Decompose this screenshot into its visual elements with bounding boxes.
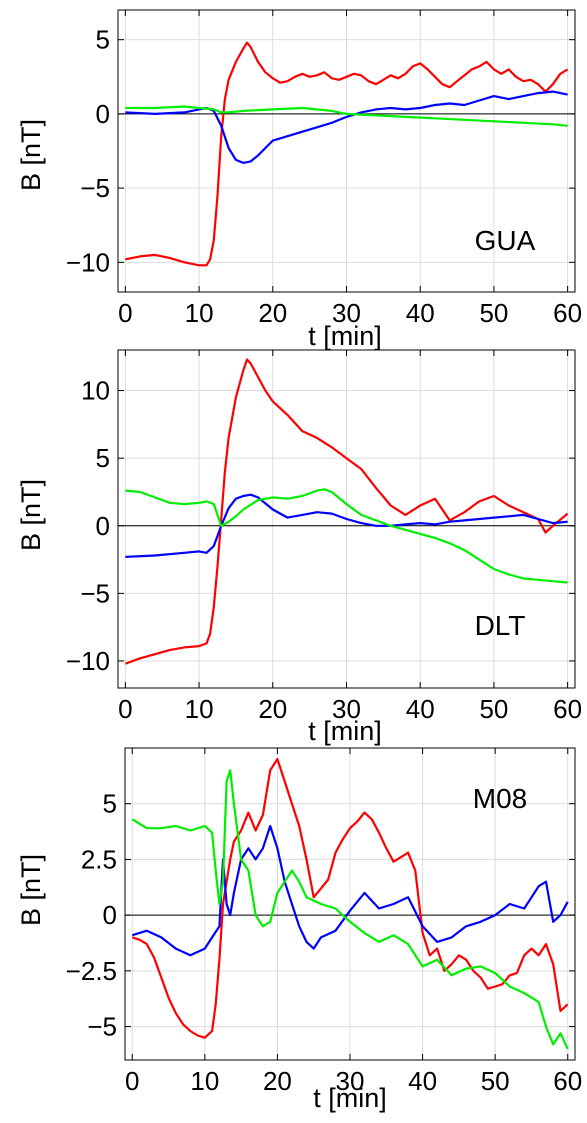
y-tick-label: 2.5 [81,844,117,874]
x-tick-label: 40 [406,694,435,724]
x-tick-label: 10 [190,1066,219,1096]
y-axis-label: B [nT] [16,119,46,191]
x-axis-label: t [min] [308,321,382,351]
x-tick-label: 50 [481,1066,510,1096]
y-tick-label: −5 [80,578,110,608]
series-line-1 [125,90,568,164]
panel-m08: M08 t [min] B [nT] 0 10 20 30 40 50 60 5 2.5 0 −2.… [16,747,582,1113]
x-tick-label: 10 [185,694,214,724]
y-axis-label: B [nT] [16,479,46,551]
x-tick-label: 0 [118,298,132,328]
y-tick-label: 5 [103,789,117,819]
y-tick-label: 5 [96,443,110,473]
x-tick-label: 20 [258,694,287,724]
x-tick-label: 60 [553,298,582,328]
y-tick-label: −10 [66,247,110,277]
series-line-1 [125,493,568,558]
series-line-0 [125,358,569,665]
x-tick-label: 0 [125,1066,139,1096]
y-tick-label: −5 [87,1012,117,1042]
station-label-m08: M08 [473,783,527,814]
panel-dlt: DLT t [min] B [nT] 0 10 20 30 40 50 601050−5−1… [16,349,582,746]
x-tick-label: 60 [553,694,582,724]
y-tick-label: 0 [96,99,110,129]
y-tick-label: −2.5 [66,956,117,986]
x-axis-label: t [min] [313,1083,387,1113]
series-line-2 [131,769,569,1050]
x-tick-label: 30 [332,694,361,724]
y-tick-label: −5 [80,173,110,203]
series-line-2 [125,488,568,584]
x-tick-label: 20 [263,1066,292,1096]
series-line-2 [125,105,568,127]
x-tick-label: 30 [336,1066,365,1096]
station-label-dlt: DLT [475,610,526,641]
x-tick-label: 40 [408,1066,437,1096]
x-tick-label: 50 [479,694,508,724]
y-tick-label: −10 [66,646,110,676]
x-tick-label: 20 [258,298,287,328]
y-tick-label: 10 [81,376,110,406]
x-tick-label: 10 [185,298,214,328]
x-tick-label: 60 [553,1066,582,1096]
y-tick-label: 0 [103,900,117,930]
y-tick-label: 0 [96,511,110,541]
series-line-0 [131,757,569,1039]
y-tick-label: 5 [96,25,110,55]
x-tick-label: 40 [406,298,435,328]
x-tick-label: 30 [332,298,361,328]
x-tick-label: 50 [479,298,508,328]
series-line-1 [131,824,569,957]
x-axis-label: t [min] [308,716,382,746]
x-tick-label: 0 [118,694,132,724]
station-label-gua: GUA [475,225,536,256]
series-line-0 [125,41,569,267]
y-axis-label: B [nT] [16,854,46,926]
